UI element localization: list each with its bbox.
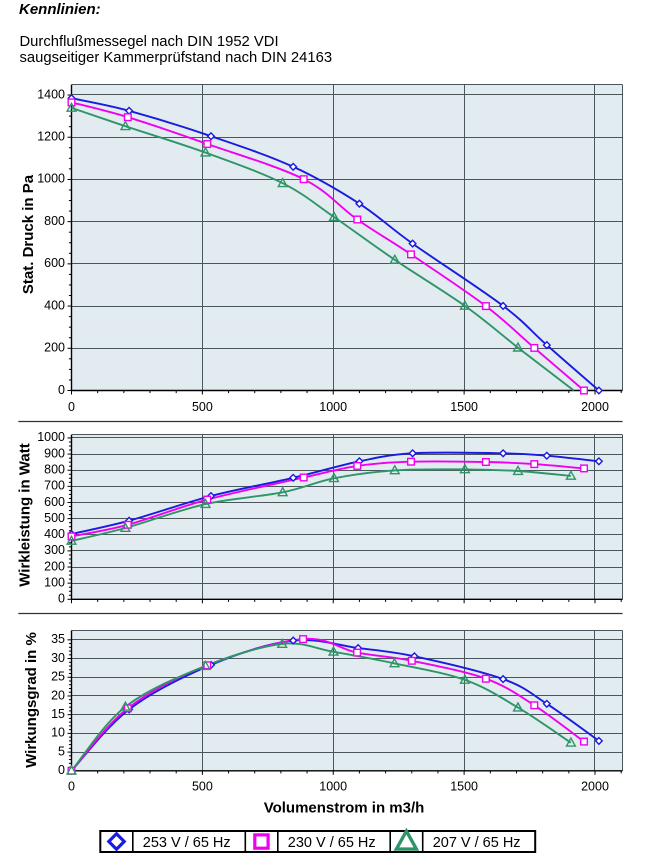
svg-text:35: 35 — [51, 632, 65, 646]
svg-text:700: 700 — [44, 479, 65, 493]
svg-text:1500: 1500 — [450, 779, 478, 793]
svg-text:0: 0 — [58, 383, 65, 397]
svg-text:253 V / 65 Hz: 253 V / 65 Hz — [143, 835, 231, 851]
svg-text:saugseitiger Kammerprüfstand n: saugseitiger Kammerprüfstand nach DIN 24… — [20, 50, 333, 66]
svg-text:25: 25 — [51, 670, 65, 684]
svg-text:200: 200 — [44, 559, 65, 573]
svg-text:1000: 1000 — [319, 400, 347, 414]
svg-text:2000: 2000 — [581, 779, 609, 793]
svg-text:15: 15 — [51, 707, 65, 721]
svg-text:400: 400 — [44, 527, 65, 541]
svg-text:2000: 2000 — [581, 400, 609, 414]
svg-text:230 V / 65 Hz: 230 V / 65 Hz — [288, 835, 376, 851]
svg-text:Wirkungsgrad in %: Wirkungsgrad in % — [23, 632, 40, 768]
svg-text:Stat. Druck in Pa: Stat. Druck in Pa — [20, 174, 37, 294]
svg-text:Volumenstrom in m3/h: Volumenstrom in m3/h — [264, 800, 425, 817]
svg-text:400: 400 — [44, 298, 65, 312]
svg-text:600: 600 — [44, 256, 65, 270]
svg-text:1000: 1000 — [37, 430, 65, 444]
svg-text:800: 800 — [44, 463, 65, 477]
svg-text:1200: 1200 — [37, 130, 65, 144]
svg-text:1400: 1400 — [37, 87, 65, 101]
svg-text:1000: 1000 — [37, 172, 65, 186]
svg-text:600: 600 — [44, 495, 65, 509]
svg-text:800: 800 — [44, 214, 65, 228]
svg-text:Wirkleistung in Watt: Wirkleistung in Watt — [17, 443, 34, 586]
svg-text:300: 300 — [44, 543, 65, 557]
svg-text:100: 100 — [44, 576, 65, 590]
svg-text:10: 10 — [51, 726, 65, 740]
svg-text:500: 500 — [44, 511, 65, 525]
svg-text:20: 20 — [51, 688, 65, 702]
svg-text:500: 500 — [192, 779, 213, 793]
svg-text:0: 0 — [58, 763, 65, 777]
svg-text:1500: 1500 — [450, 400, 478, 414]
svg-text:0: 0 — [68, 779, 75, 793]
svg-text:Kennlinien:: Kennlinien: — [19, 1, 101, 18]
svg-text:5: 5 — [58, 744, 65, 758]
svg-text:0: 0 — [58, 592, 65, 606]
svg-text:207 V / 65 Hz: 207 V / 65 Hz — [433, 835, 521, 851]
svg-text:500: 500 — [192, 400, 213, 414]
svg-text:1000: 1000 — [319, 779, 347, 793]
svg-text:30: 30 — [51, 651, 65, 665]
svg-text:900: 900 — [44, 446, 65, 460]
svg-text:Durchflußmessegel nach DIN 195: Durchflußmessegel nach DIN 1952 VDI — [20, 34, 279, 50]
svg-text:200: 200 — [44, 341, 65, 355]
svg-text:0: 0 — [68, 400, 75, 414]
